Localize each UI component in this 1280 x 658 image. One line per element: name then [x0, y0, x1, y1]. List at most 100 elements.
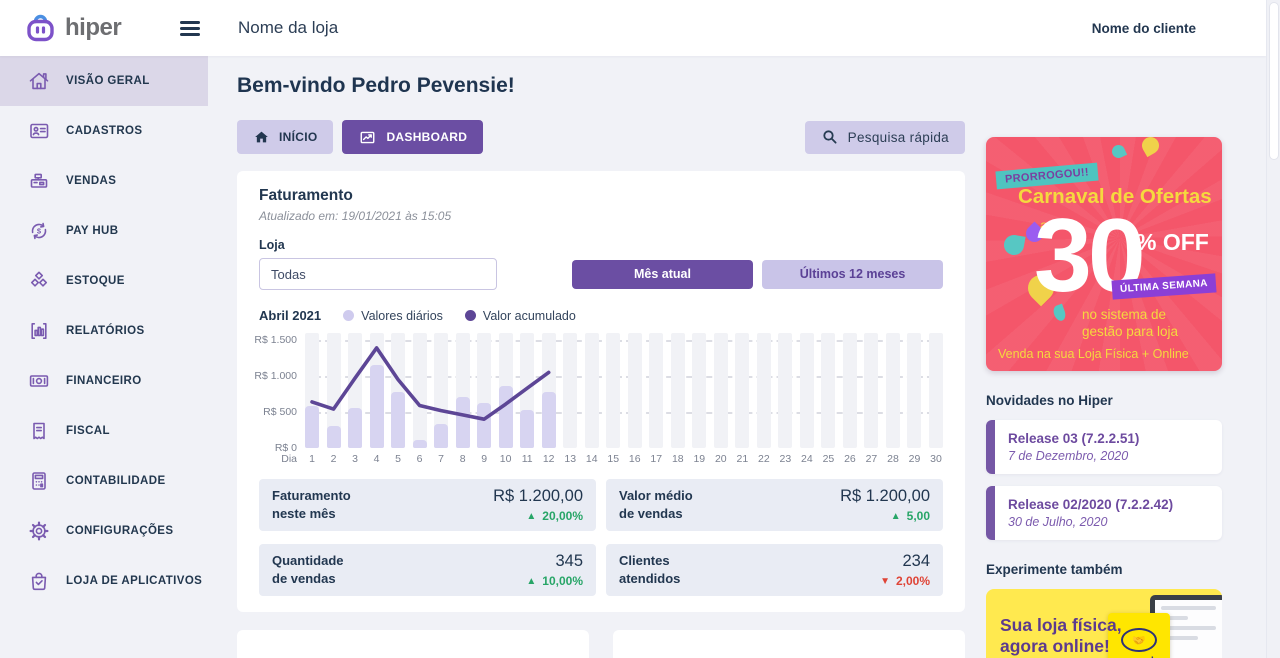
chart-bar-day-12	[541, 391, 556, 448]
chart-x-tick: 9	[481, 453, 488, 465]
dashboard-button[interactable]: DASHBOARD	[342, 120, 484, 154]
home-button[interactable]: INÍCIO	[237, 120, 334, 154]
stat-box-clientes-atendidos: Clientes atendidos 234 ▼ 2,00%	[606, 544, 943, 596]
try-also-title: Experimente também	[986, 562, 1123, 577]
chart-x-axis: 1 2 3 4 5 6 7 8 9 10 11 12 13 14 15 16 17 18 19 20 21 22 23 24 2…	[305, 448, 943, 465]
chart-bar-day-8	[455, 396, 470, 448]
chart-x-tick: 7	[438, 453, 445, 465]
release-card[interactable]: Release 02/2020 (7.2.2.42) 30 de Julho, …	[986, 486, 1222, 540]
sidebar-item-contabilidade[interactable]: CONTABILIDADE	[0, 456, 208, 506]
stat-label: Valor médio de vendas	[619, 488, 693, 521]
period-button-last-12-months[interactable]: Últimos 12 meses	[762, 259, 943, 289]
triangle-up-icon: ▲	[526, 510, 537, 522]
right-column: PRORROGOU!! Carnaval de Ofertas até 30 %…	[986, 137, 1222, 658]
scrollbar-track[interactable]	[1266, 0, 1280, 658]
triangle-up-icon: ▲	[526, 575, 537, 587]
stat-delta: ▲ 5,00	[890, 509, 930, 523]
chart-x-tick: 24	[801, 453, 813, 465]
legend-item: Valores diários	[343, 309, 443, 323]
release-accent-bar	[986, 486, 995, 540]
chart-x-tick: 20	[714, 453, 727, 465]
chart-x-tick: 6	[416, 453, 423, 465]
chart-bar-day-2	[326, 426, 341, 448]
chart-gridline	[305, 340, 943, 342]
chart-day-column	[713, 333, 728, 448]
ml-banner-headline: Sua loja física, agora online!	[1000, 615, 1122, 656]
stat-delta: ▼ 2,00%	[880, 574, 930, 588]
chart-day-column	[606, 333, 621, 448]
main-content: Bem-vindo Pedro Pevensie! INÍCIO	[208, 56, 1266, 658]
sidebar-item-financeiro[interactable]: FINANCEIRO	[0, 356, 208, 406]
stat-value: R$ 1.200,00	[493, 487, 583, 505]
chart-x-tick: 18	[671, 453, 684, 465]
chart-bar-day-5	[391, 391, 406, 448]
legend-dot-icon	[343, 310, 355, 321]
promo-body: no sistema de gestão para loja	[1082, 307, 1179, 339]
chart-bar-day-6	[412, 440, 427, 448]
handshake-icon: 🤝	[1121, 628, 1157, 652]
stat-delta: ▲ 10,00%	[526, 574, 583, 588]
scrollbar-thumb[interactable]	[1269, 2, 1279, 160]
chart-x-tick: 5	[395, 453, 401, 465]
chart-x-tick: 15	[607, 453, 620, 465]
chart-day-column	[670, 333, 685, 448]
sidebar-item-label: CONFIGURAÇÕES	[66, 525, 174, 537]
chart-x-tick: 28	[887, 453, 899, 465]
release-date: 30 de Julho, 2020	[1008, 515, 1108, 529]
chart-x-tick: 1	[309, 453, 315, 465]
mercado-livre-banner[interactable]: 🤝 mercadolivre Sua loja física,agora onl…	[986, 589, 1222, 658]
sidebar-item-vis-o-geral[interactable]: VISÃO GERAL	[0, 56, 208, 106]
chart-plot	[305, 333, 943, 448]
promo-title: Carnaval de Ofertas	[1018, 185, 1212, 208]
sidebar-item-label: FISCAL	[66, 425, 110, 437]
store-name: Nome da loja	[238, 18, 339, 37]
hiper-logo[interactable]: hiper	[24, 12, 152, 44]
promo-banner[interactable]: PRORROGOU!! Carnaval de Ofertas até 30 %…	[986, 137, 1222, 371]
sidebar-item-cadastros[interactable]: CADASTROS	[0, 106, 208, 156]
release-accent-bar	[986, 420, 995, 474]
chart-day-column	[692, 333, 707, 448]
menu-toggle-icon[interactable]	[180, 18, 200, 39]
chart-day-column	[563, 333, 578, 448]
chart-x-tick: 8	[459, 453, 466, 465]
sidebar-item-relat-rios[interactable]: RELATÓRIOS	[0, 306, 208, 356]
chart-bar-day-11	[520, 409, 535, 448]
sidebar-item-pay-hub[interactable]: $ PAY HUB	[0, 206, 208, 256]
chart-day-column	[929, 333, 943, 448]
chart-day-column	[326, 333, 341, 448]
period-toggle: Mês atual Últimos 12 meses	[572, 259, 943, 289]
chart-x-tick: 13	[564, 453, 577, 465]
sidebar-item-vendas[interactable]: VENDAS	[0, 156, 208, 206]
quick-search-button[interactable]: Pesquisa rápida	[804, 120, 965, 154]
chart-y-axis: R$ 1.500 R$ 1.000 R$ 500 R$ 0	[254, 333, 305, 454]
brand-name: hiper	[65, 14, 122, 41]
news-title: Novidades no Hiper	[986, 393, 1113, 408]
lower-cards-row	[237, 630, 965, 658]
chart-x-tick: 19	[693, 453, 706, 465]
chart-day-column	[864, 333, 879, 448]
chart-x-tick: 17	[650, 453, 663, 465]
shopping-bag-icon	[31, 572, 47, 591]
chart-x-tick: 23	[779, 453, 792, 465]
chart-line-series	[310, 346, 551, 421]
release-card[interactable]: Release 03 (7.2.2.51) 7 de Dezembro, 202…	[986, 420, 1222, 474]
chart-bar-day-7	[434, 424, 449, 448]
receipt-icon	[33, 422, 45, 440]
stat-box-valor-m-dio-de-vendas: Valor médio de vendas R$ 1.200,00 ▲ 5,00	[606, 479, 943, 531]
chart-day-column	[627, 333, 642, 448]
sidebar-item-estoque[interactable]: ESTOQUE	[0, 256, 208, 306]
chart-y-tick: R$ 1.500	[254, 334, 297, 346]
chart-day-column	[778, 333, 793, 448]
sidebar-item-configura-es[interactable]: CONFIGURAÇÕES	[0, 506, 208, 556]
client-name[interactable]: Nome do cliente	[1091, 20, 1196, 36]
release-date: 7 de Dezembro, 2020	[1008, 449, 1129, 463]
chart-day-column	[885, 333, 900, 448]
chart-month-label: Abril 2021	[259, 308, 322, 323]
chart-x-prefix: Dia	[281, 453, 297, 465]
period-button-current-month[interactable]: Mês atual	[572, 259, 753, 289]
sidebar-item-fiscal[interactable]: FISCAL	[0, 406, 208, 456]
sidebar-item-loja-de-aplicativos[interactable]: LOJA DE APLICATIVOS	[0, 556, 208, 606]
store-select[interactable]: Todas	[259, 258, 497, 290]
billing-card: Faturamento Atualizado em: 19/01/2021 às…	[237, 171, 965, 612]
